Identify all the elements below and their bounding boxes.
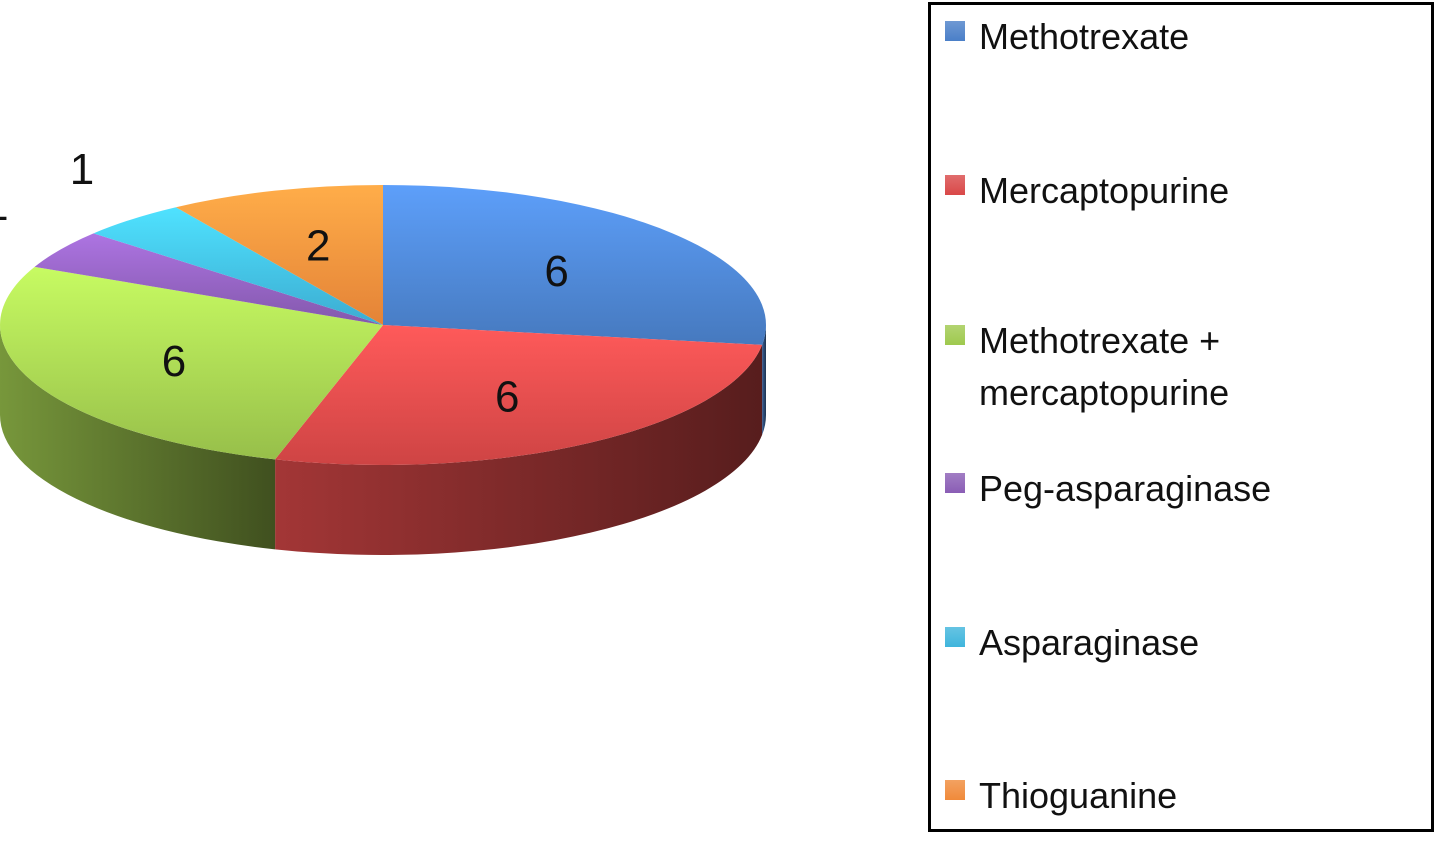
legend-swatch (945, 325, 965, 345)
legend-label: Methotrexate (979, 16, 1190, 57)
legend-label: Thioguanine (979, 775, 1178, 816)
pie-slice-methotrexate-mercaptopurine (0, 266, 383, 460)
pie-side-methotrexate-mercaptopurine (0, 325, 276, 550)
pie-slice-methotrexate (383, 185, 766, 345)
pie-slice-asparaginase (93, 207, 383, 325)
legend-swatch (945, 627, 965, 647)
data-label-asparaginase: 1 (70, 145, 94, 194)
data-label-methotrexate-mercaptopurine: 6 (162, 337, 186, 386)
pie-slice-mercaptopurine (275, 325, 763, 466)
pie-chart: 6 6 6 1 1 2 (0, 145, 766, 555)
legend-swatch (945, 780, 965, 800)
legend-label: Methotrexate + mercaptopurine (979, 320, 1230, 413)
legend-swatch (945, 21, 965, 41)
pie-side-methotrexate (762, 325, 766, 435)
legend-label: Mercaptopurine (979, 170, 1230, 211)
legend-swatch (945, 175, 965, 195)
legend-item: Peg-asparaginase (945, 463, 1419, 515)
legend-label: Peg-asparaginase (979, 468, 1272, 509)
pie-slice-peg-asparaginase (34, 233, 383, 325)
data-label-thioguanine: 2 (306, 221, 330, 270)
legend-item: Mercaptopurine (945, 165, 1419, 217)
legend-swatch (945, 473, 965, 493)
data-label-peg-asparaginase: 1 (0, 181, 9, 230)
data-label-methotrexate: 6 (544, 247, 568, 296)
pie-slice-thioguanine (175, 185, 383, 325)
legend-item: Methotrexate (945, 11, 1419, 63)
legend-item: Asparaginase (945, 617, 1419, 669)
legend-item: Methotrexate + mercaptopurine (945, 315, 1419, 419)
pie-side-mercaptopurine (275, 344, 763, 555)
legend-item: Thioguanine (945, 770, 1419, 822)
data-label-mercaptopurine: 6 (495, 373, 519, 422)
legend: Methotrexate Mercaptopurine Methotrexate +… (928, 2, 1434, 832)
pie-chart-svg: 6 6 6 1 1 2 (0, 145, 766, 555)
legend-label: Asparaginase (979, 622, 1200, 663)
